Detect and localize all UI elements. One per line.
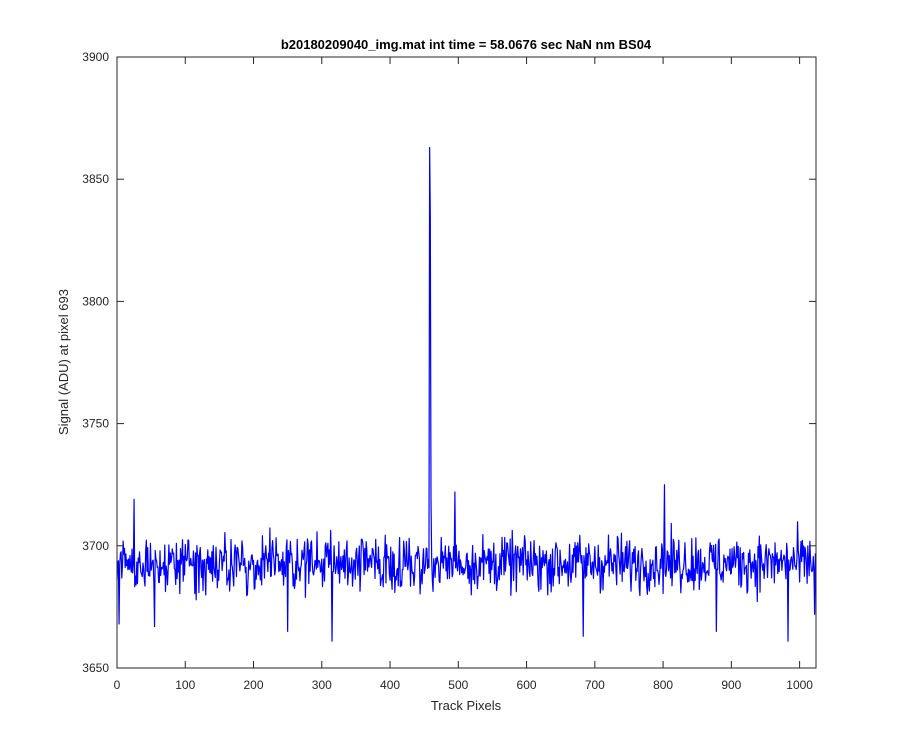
chart-title: b20180209040_img.mat int time = 58.0676 …: [281, 37, 652, 52]
y-tick-label: 3700: [82, 539, 109, 553]
x-tick-label: 100: [175, 678, 195, 692]
y-tick-label: 3650: [82, 661, 109, 675]
x-tick-label: 900: [721, 678, 741, 692]
y-tick-label: 3850: [82, 172, 109, 186]
x-tick-label: 800: [653, 678, 673, 692]
y-axis-label: Signal (ADU) at pixel 693: [56, 289, 71, 435]
x-tick-label: 700: [585, 678, 605, 692]
series-layer: [116, 146, 816, 642]
x-tick-label: 500: [448, 678, 468, 692]
signal-series-line: [116, 146, 816, 642]
y-tick-label: 3900: [82, 50, 109, 64]
y-axis-ticks: 3650 3700 3750 3800 3850 3900: [82, 50, 816, 675]
x-tick-label: 400: [380, 678, 400, 692]
x-tick-label: 300: [312, 678, 332, 692]
plot-area: [117, 57, 816, 668]
x-tick-label: 0: [114, 678, 121, 692]
x-tick-label: 1000: [786, 678, 813, 692]
plot-frame: [116, 56, 817, 669]
y-tick-label: 3800: [82, 294, 109, 308]
y-tick-label: 3750: [82, 417, 109, 431]
x-axis-label: Track Pixels: [431, 698, 502, 713]
x-tick-label: 200: [244, 678, 264, 692]
x-tick-label: 600: [517, 678, 537, 692]
x-axis-ticks: 0 100 200 300 400 500 600 700 800 900 1000: [114, 57, 813, 692]
